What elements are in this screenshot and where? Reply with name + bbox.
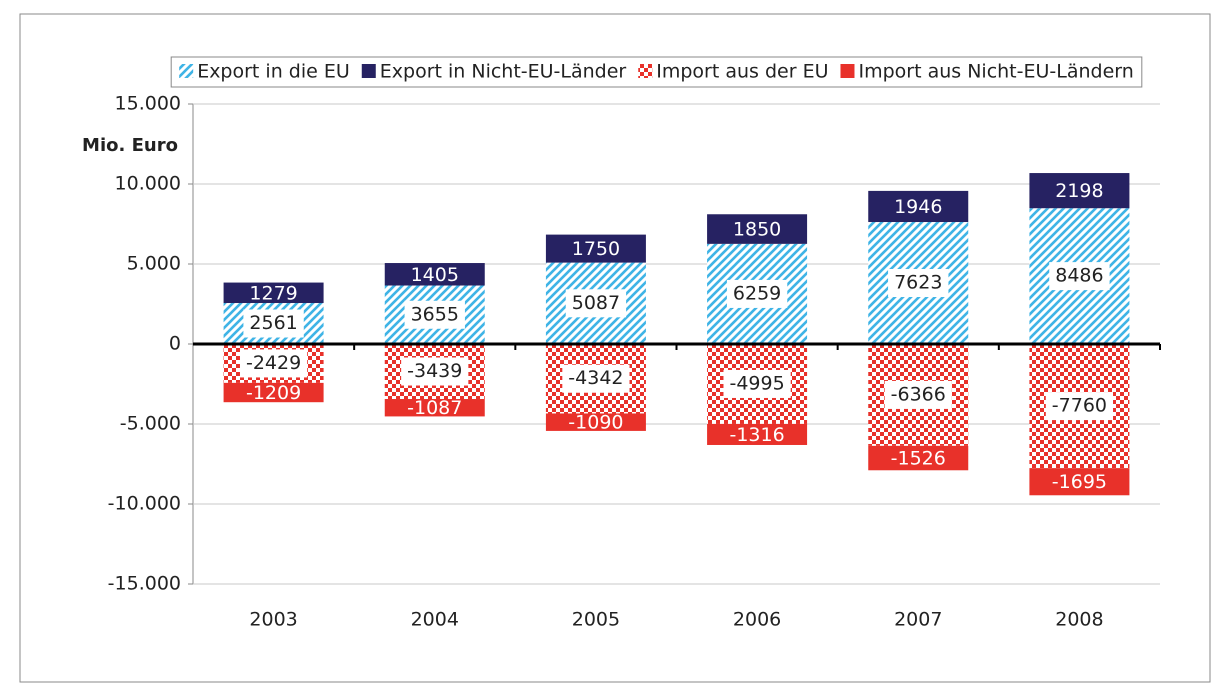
data-label: 3655 bbox=[411, 303, 459, 325]
data-label: 1405 bbox=[411, 264, 459, 286]
legend-frame bbox=[170, 56, 1143, 88]
chart-frame bbox=[19, 13, 1211, 683]
data-label-box bbox=[888, 269, 949, 298]
data-label: -3439 bbox=[407, 360, 462, 382]
data-label: -4995 bbox=[729, 372, 784, 394]
data-label: 1750 bbox=[572, 238, 620, 260]
data-label: -1209 bbox=[246, 382, 301, 404]
data-label-box bbox=[726, 279, 788, 308]
data-label: -1087 bbox=[407, 397, 462, 419]
data-label-box bbox=[1045, 392, 1114, 421]
x-tick-label: 2005 bbox=[572, 609, 620, 631]
legend-label: Export in die EU bbox=[197, 61, 350, 83]
x-tick-label: 2007 bbox=[894, 609, 942, 631]
data-label-box bbox=[404, 300, 465, 329]
data-label: -1526 bbox=[891, 448, 946, 470]
data-label: -4342 bbox=[568, 367, 623, 389]
x-tick-label: 2006 bbox=[733, 609, 781, 631]
x-tick-label: 2003 bbox=[249, 609, 297, 631]
y-tick-label: -15.000 bbox=[108, 573, 181, 595]
y-tick-label: -10.000 bbox=[108, 493, 181, 515]
data-label: 2561 bbox=[249, 312, 297, 334]
data-label: 8486 bbox=[1055, 265, 1103, 287]
data-label: 1850 bbox=[733, 219, 781, 241]
data-label: 5087 bbox=[572, 292, 620, 314]
bar-segment bbox=[707, 214, 808, 244]
legend-swatch bbox=[361, 64, 376, 78]
legend-label: Import aus Nicht-EU-Ländern bbox=[858, 61, 1133, 83]
y-tick-label: -5.000 bbox=[120, 413, 181, 435]
bar-segment bbox=[223, 282, 324, 304]
x-tick-label: 2004 bbox=[411, 609, 459, 631]
data-label: 6259 bbox=[733, 282, 781, 304]
legend-label: Import aus der EU bbox=[656, 61, 828, 83]
bar-segment bbox=[545, 413, 646, 431]
legend-label: Export in Nicht-EU-Länder bbox=[380, 61, 627, 83]
data-label: 2198 bbox=[1055, 180, 1103, 202]
bar-segment bbox=[868, 190, 969, 223]
data-label-box bbox=[401, 357, 469, 386]
bar-segment bbox=[1029, 468, 1130, 496]
data-label-box bbox=[565, 289, 627, 318]
legend-swatch bbox=[179, 64, 194, 78]
legend-swatch bbox=[840, 64, 855, 78]
bar-segment bbox=[545, 234, 646, 263]
data-label: -1316 bbox=[729, 424, 784, 446]
y-tick-label: 5.000 bbox=[127, 253, 181, 275]
bar-segment bbox=[223, 382, 324, 403]
bar-segment bbox=[707, 423, 808, 445]
data-label: -1695 bbox=[1052, 471, 1107, 493]
data-label-box bbox=[239, 349, 308, 378]
y-tick-label: 10.000 bbox=[115, 173, 181, 195]
data-label: 7623 bbox=[894, 272, 942, 294]
y-axis-label: Mio. Euro bbox=[82, 135, 178, 156]
data-label-box bbox=[723, 369, 791, 398]
data-label: 1946 bbox=[894, 196, 942, 218]
legend-swatch bbox=[638, 64, 653, 78]
data-label: -7760 bbox=[1052, 395, 1107, 417]
data-label-box bbox=[243, 309, 304, 338]
bar-segment bbox=[1029, 173, 1130, 209]
data-label: -1090 bbox=[568, 412, 623, 434]
bar-segment bbox=[384, 399, 485, 417]
data-label: -2429 bbox=[246, 352, 301, 374]
legend: Export in die EU Export in Nicht-EU-Lände… bbox=[170, 56, 1143, 88]
data-label-box bbox=[884, 380, 952, 409]
data-label: 1279 bbox=[249, 282, 297, 304]
bar-segment bbox=[384, 263, 485, 286]
bar-segment bbox=[868, 445, 969, 471]
y-tick-label: 15.000 bbox=[115, 93, 181, 115]
data-label-box bbox=[1049, 262, 1110, 291]
x-tick-label: 2008 bbox=[1055, 609, 1103, 631]
data-label-box bbox=[562, 364, 630, 393]
y-tick-label: 0 bbox=[169, 333, 181, 355]
data-label: -6366 bbox=[891, 383, 946, 405]
